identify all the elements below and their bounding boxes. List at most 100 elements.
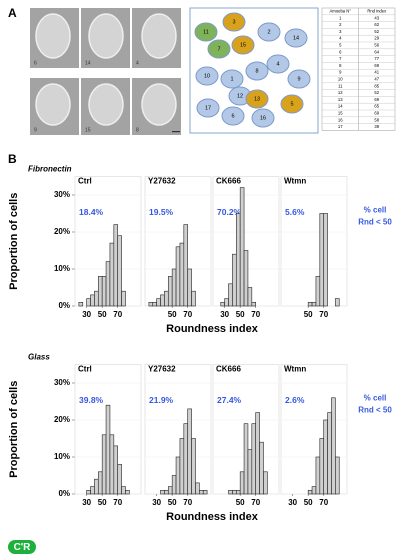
histogram-bar — [244, 251, 248, 307]
x-tick-label: 70 — [183, 498, 192, 507]
histogram-bar — [157, 299, 161, 306]
table-cell: 52 — [374, 90, 379, 95]
panel-title: Wtmn — [284, 365, 306, 374]
histogram-bar — [110, 243, 114, 306]
histogram-bar — [94, 479, 98, 494]
histogram-bar — [308, 302, 312, 306]
annotation: 39.8% — [79, 395, 104, 405]
histogram-bar — [320, 214, 324, 307]
panel-title: Y27632 — [148, 177, 176, 186]
histogram-bar — [316, 457, 320, 494]
x-tick-label: 70 — [319, 310, 328, 319]
x-tick-label: 30 — [288, 498, 297, 507]
histogram-bar — [260, 442, 264, 494]
cell-label: 5 — [290, 101, 293, 107]
cell-label: 4 — [276, 61, 279, 67]
y-tick-label: 30% — [54, 378, 70, 387]
x-tick-label: 30 — [152, 498, 161, 507]
x-tick-label: 70 — [113, 498, 122, 507]
y-tick-label: 0% — [58, 489, 70, 498]
histogram-bar — [240, 188, 244, 306]
histogram-bar — [94, 291, 98, 306]
histogram-bar — [240, 472, 244, 494]
image-label: 8 — [136, 127, 139, 133]
annotation: 21.9% — [149, 395, 174, 405]
image-label: 15 — [85, 127, 91, 133]
table-cell: 13 — [338, 97, 343, 102]
x-tick-label: 50 — [304, 498, 313, 507]
condition-label: Fibronectin — [28, 165, 72, 174]
panel-title: CK666 — [216, 177, 241, 186]
table-cell: 58 — [374, 117, 379, 122]
histogram-bar — [91, 487, 95, 494]
annotation: 27.4% — [217, 395, 242, 405]
table-cell: 65 — [374, 104, 379, 109]
histogram-bar — [91, 295, 95, 306]
note: Rnd < 50 — [358, 406, 392, 415]
table-cell: 64 — [374, 49, 379, 54]
histogram-bar — [256, 413, 260, 494]
cell-shape — [142, 84, 176, 125]
histogram-bar — [106, 262, 110, 306]
x-tick-label: 30 — [82, 310, 91, 319]
histogram-bar — [102, 435, 106, 494]
table-cell: 52 — [374, 29, 379, 34]
cell-label: 15 — [240, 42, 246, 48]
y-axis-label: Proportion of cells — [8, 193, 20, 290]
cell-label: 14 — [293, 35, 299, 41]
histogram-bar — [308, 490, 312, 494]
x-tick-label: 50 — [98, 310, 107, 319]
histogram-bar — [324, 214, 328, 307]
cell-shape — [36, 84, 70, 125]
histogram-bar — [118, 464, 122, 494]
histogram-bar — [79, 302, 83, 306]
histogram-bar — [106, 405, 110, 494]
cell-label: 12 — [237, 93, 243, 99]
table-cell: 14 — [338, 104, 343, 109]
x-tick-label: 70 — [251, 498, 260, 507]
panel-title: Wtmn — [284, 177, 306, 186]
cell-label: 2 — [267, 29, 270, 35]
annotation: 2.6% — [285, 395, 305, 405]
cell-label: 10 — [204, 73, 210, 79]
histogram-bar — [324, 420, 328, 494]
histogram-bar — [180, 439, 184, 495]
table-header: Rnd index — [367, 9, 387, 14]
table-cell: 47 — [374, 77, 379, 82]
histogram-bar — [312, 487, 316, 494]
table-cell: 29 — [374, 36, 379, 41]
note: % cell — [364, 206, 387, 215]
cell-shape — [36, 14, 70, 58]
cell-shape — [142, 14, 176, 58]
table-cell: 69 — [374, 97, 379, 102]
histogram-bar — [252, 424, 256, 494]
histogram-bar — [221, 302, 225, 306]
histogram-bar — [248, 288, 252, 307]
x-tick-label: 70 — [113, 310, 122, 319]
table-cell: 15 — [338, 111, 343, 116]
note: % cell — [364, 394, 387, 403]
histogram-bar — [192, 291, 196, 306]
histogram-bar — [184, 424, 188, 494]
y-tick-label: 10% — [54, 264, 70, 273]
note: Rnd < 50 — [358, 218, 392, 227]
x-tick-label: 30 — [220, 310, 229, 319]
table-cell: 12 — [338, 90, 343, 95]
annotation: 19.5% — [149, 207, 174, 217]
y-tick-label: 10% — [54, 452, 70, 461]
table-cell: 39 — [374, 124, 379, 129]
histogram-bar — [176, 457, 180, 494]
histogram-bar — [125, 490, 129, 494]
cell-label: 3 — [232, 19, 235, 25]
histogram-bar — [335, 457, 339, 494]
cell-label: 13 — [254, 96, 260, 102]
histogram-bar — [122, 291, 126, 306]
x-tick-label: 50 — [168, 310, 177, 319]
image-label: 9 — [34, 127, 37, 133]
histogram-bar — [184, 225, 188, 306]
histogram-bar — [195, 483, 199, 494]
y-tick-label: 20% — [54, 415, 70, 424]
histogram-bar — [188, 409, 192, 494]
histogram-bar — [320, 439, 324, 495]
x-axis-label: Roundness index — [166, 511, 259, 523]
